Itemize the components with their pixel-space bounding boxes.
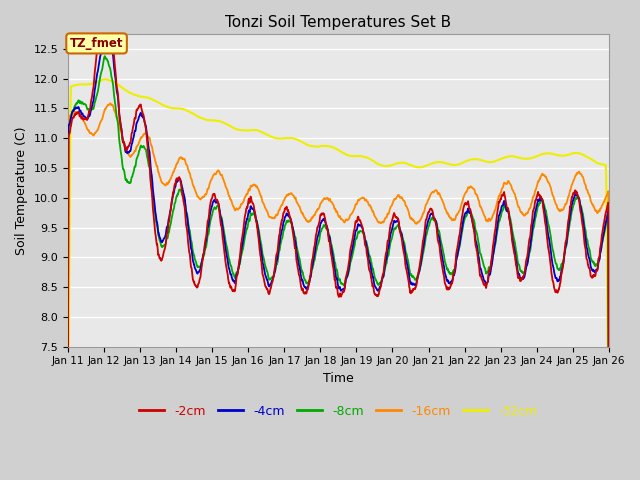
Y-axis label: Soil Temperature (C): Soil Temperature (C) [15,126,28,254]
Text: TZ_fmet: TZ_fmet [70,37,124,50]
Title: Tonzi Soil Temperatures Set B: Tonzi Soil Temperatures Set B [225,15,451,30]
Legend: -2cm, -4cm, -8cm, -16cm, -32cm: -2cm, -4cm, -8cm, -16cm, -32cm [134,400,543,423]
X-axis label: Time: Time [323,372,354,385]
